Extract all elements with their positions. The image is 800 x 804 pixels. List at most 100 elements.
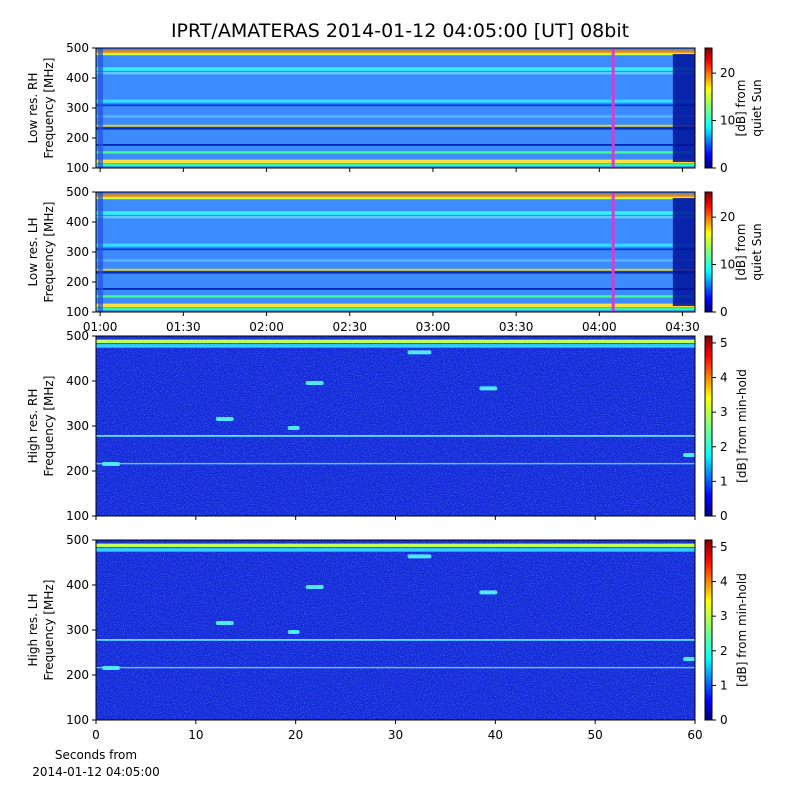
spectrogram-noise [96, 336, 695, 516]
x-tick-label: 01:30 [166, 320, 201, 334]
spectral-band [96, 268, 695, 271]
x-tick-label: 01:00 [83, 320, 118, 334]
highlight-marker [611, 48, 615, 168]
spectral-band [96, 548, 695, 552]
y-axis-label: Low res. LH [26, 217, 40, 286]
colorbar-tick-label: 2 [720, 644, 728, 658]
x-axis-label: 2014-01-12 04:05:00 [32, 765, 159, 779]
spectral-band [96, 99, 695, 103]
spectral-band [96, 295, 695, 298]
x-tick-label: 20 [288, 728, 303, 742]
data-gap [672, 198, 695, 306]
spectral-band [96, 144, 695, 146]
y-tick-label: 400 [66, 578, 89, 592]
highlight-marker [611, 192, 615, 312]
y-tick-label: 200 [66, 131, 89, 145]
spectral-band [96, 196, 695, 200]
spectral-band [96, 666, 695, 669]
spectral-band [96, 339, 695, 344]
edge-band [98, 192, 103, 312]
spectral-band [96, 124, 695, 127]
colorbar-tick-label: 10 [720, 114, 735, 128]
spectral-band [96, 639, 695, 641]
burst [215, 621, 234, 625]
y-tick-label: 300 [66, 623, 89, 637]
colorbar-tick-label: 5 [720, 336, 728, 350]
burst [407, 554, 432, 559]
y-axis-label: Frequency [MHz] [42, 58, 56, 159]
burst [305, 585, 324, 589]
burst [101, 462, 120, 466]
x-tick-label: 10 [188, 728, 203, 742]
colorbar-tick-label: 1 [720, 678, 728, 692]
colorbar-tick-label: 4 [720, 575, 728, 589]
y-axis-label: High res. RH [26, 389, 40, 464]
colorbar-label: quiet Sun [750, 223, 764, 280]
spectral-band [96, 243, 695, 247]
spectral-band [96, 435, 695, 437]
y-tick-label: 100 [66, 713, 89, 727]
colorbar-tick-label: 5 [720, 540, 728, 554]
colorbar-tick-label: 2 [720, 440, 728, 454]
y-tick-label: 100 [66, 161, 89, 175]
y-tick-label: 400 [66, 71, 89, 85]
colorbar [704, 47, 713, 169]
colorbar-tick-label: 20 [720, 66, 735, 80]
spectrogram-noise [96, 540, 695, 720]
y-tick-label: 200 [66, 668, 89, 682]
spectral-band [96, 163, 695, 167]
burst [683, 657, 695, 661]
colorbar [704, 335, 713, 517]
colorbar-label: [dB] from [734, 80, 748, 137]
spectral-band [96, 462, 695, 465]
colorbar-label: [dB] from min-hold [735, 573, 749, 687]
burst [287, 630, 300, 634]
colorbar-tick-label: 0 [720, 509, 728, 523]
y-tick-label: 100 [66, 305, 89, 319]
burst [215, 417, 234, 421]
spectral-band [96, 271, 695, 274]
y-axis-label: Frequency [MHz] [42, 580, 56, 681]
y-axis-label: Frequency [MHz] [42, 376, 56, 477]
colorbar [704, 191, 713, 313]
y-tick-label: 300 [66, 101, 89, 115]
burst [479, 386, 498, 391]
y-tick-label: 400 [66, 215, 89, 229]
colorbar-tick-label: 0 [720, 305, 728, 319]
colorbar-tick-label: 0 [720, 161, 728, 175]
x-tick-label: 40 [488, 728, 503, 742]
y-tick-label: 400 [66, 374, 89, 388]
edge-band [98, 48, 103, 168]
y-tick-label: 500 [66, 185, 89, 199]
spectral-band [96, 248, 695, 251]
burst [407, 350, 432, 355]
spectral-band [96, 344, 695, 348]
x-tick-label: 03:30 [499, 320, 534, 334]
y-axis-label: High res. LH [26, 593, 40, 666]
colorbar-label: [dB] from min-hold [735, 369, 749, 483]
x-tick-label: 02:00 [249, 320, 284, 334]
x-tick-label: 04:30 [665, 320, 700, 334]
x-tick-label: 02:30 [332, 320, 367, 334]
burst [101, 666, 120, 670]
burst [287, 426, 300, 430]
colorbar-label: [dB] from [734, 224, 748, 281]
colorbar-tick-label: 20 [720, 210, 735, 224]
y-tick-label: 500 [66, 329, 89, 343]
burst [305, 381, 324, 385]
x-tick-label: 03:00 [416, 320, 451, 334]
spectral-band [96, 288, 695, 290]
spectral-band [96, 52, 695, 56]
y-tick-label: 300 [66, 419, 89, 433]
spectral-band [96, 67, 695, 71]
colorbar-label: quiet Sun [750, 79, 764, 136]
x-tick-label: 50 [588, 728, 603, 742]
colorbar-tick-label: 0 [720, 713, 728, 727]
x-tick-label: 30 [388, 728, 403, 742]
x-tick-label: 04:00 [582, 320, 617, 334]
burst [479, 590, 498, 595]
y-tick-label: 200 [66, 275, 89, 289]
spectral-band [96, 303, 695, 308]
spectral-band [96, 159, 695, 164]
